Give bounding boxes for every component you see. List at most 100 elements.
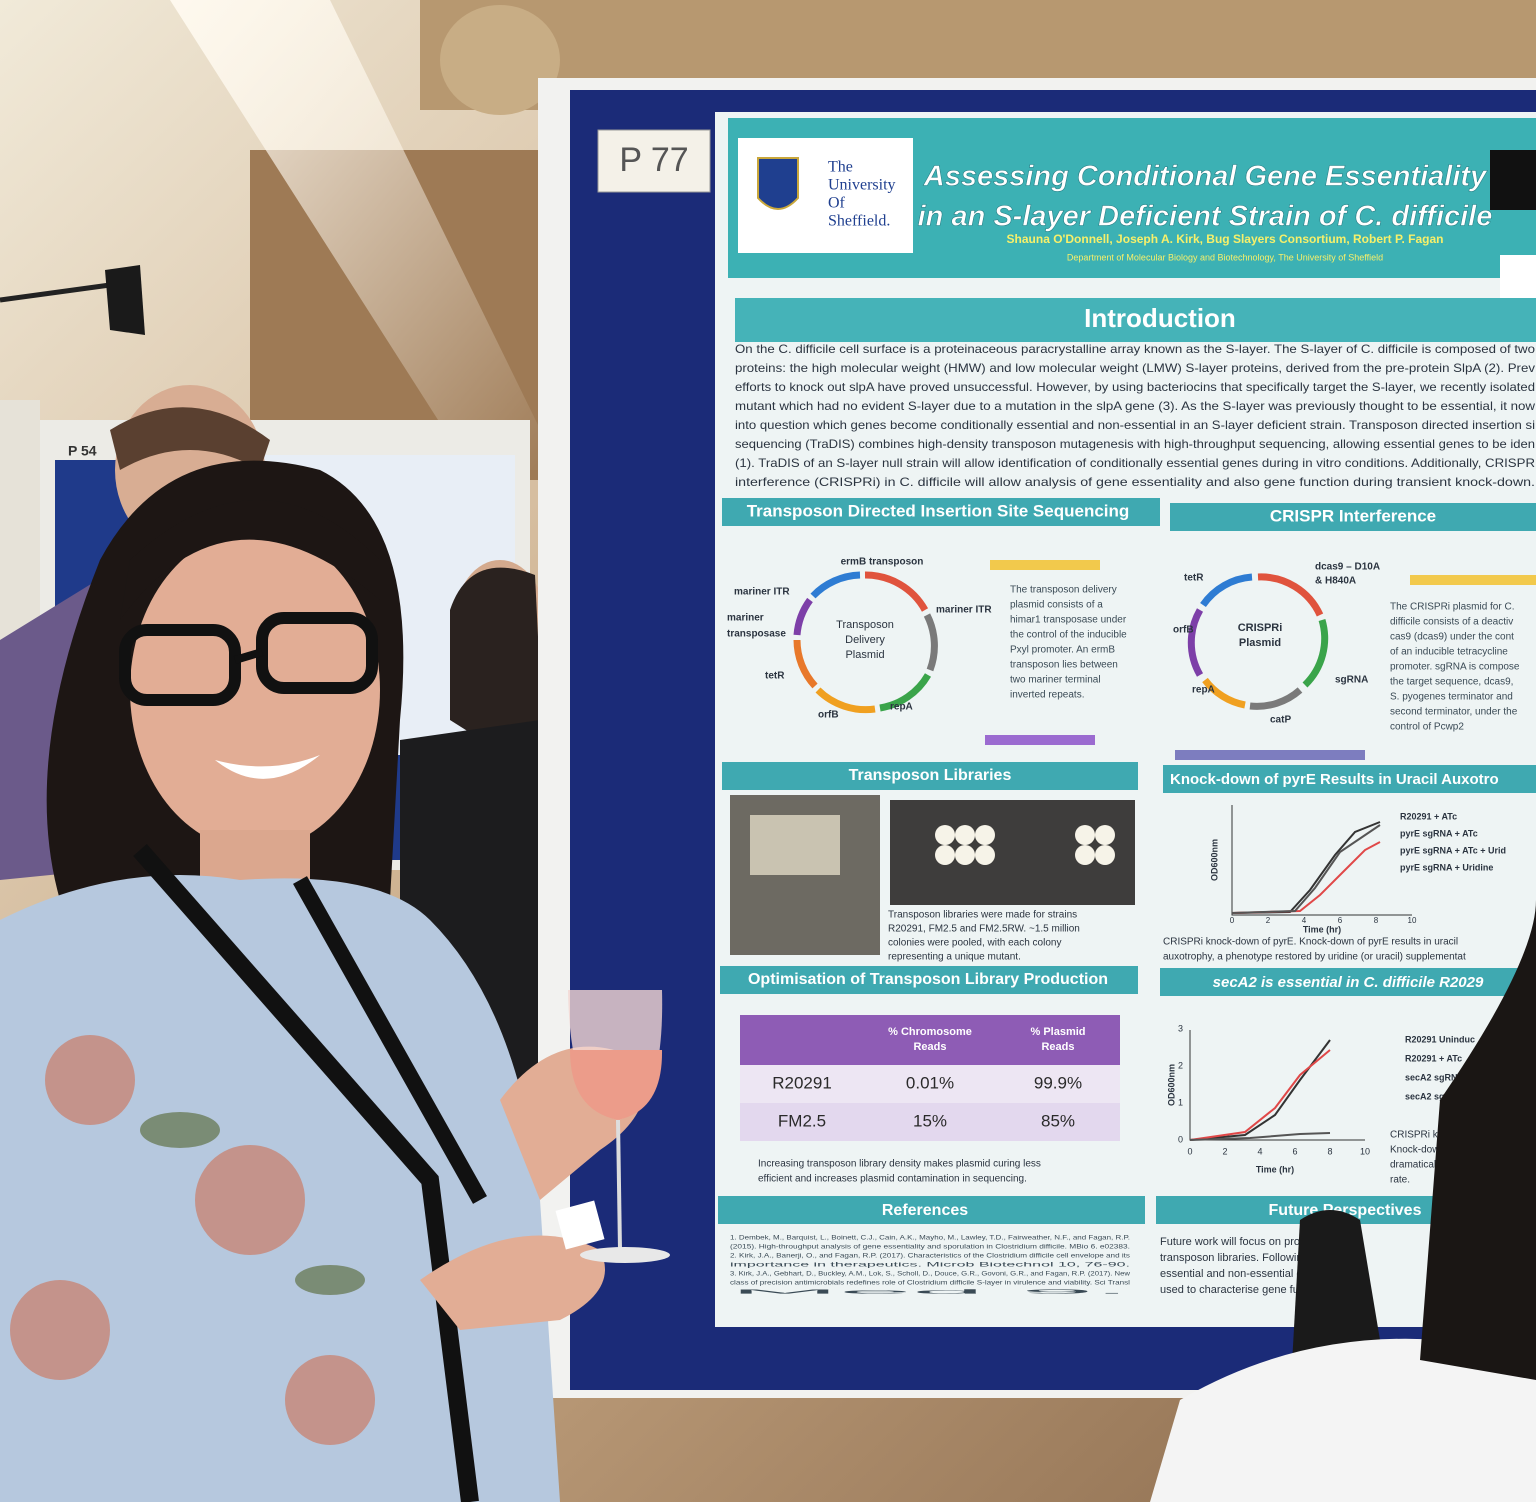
description-line: The CRISPRi plasmid for C.	[1390, 602, 1514, 613]
reference-line: (2015). High-throughput analysis of gene…	[730, 1245, 1130, 1251]
board-number: P 54	[68, 443, 97, 459]
description-line: the target sequence, dcas9,	[1390, 677, 1513, 688]
section-bar	[718, 1196, 1145, 1224]
axis-label: OD600nm	[1166, 1064, 1176, 1106]
lab-photo-detail	[750, 815, 840, 875]
table-cell: R20291	[772, 1073, 832, 1092]
university-name: The	[828, 159, 853, 176]
future-line: transposon libraries. Following	[1160, 1252, 1309, 1264]
description-line: of an inducible tetracycline	[1390, 647, 1508, 658]
future-line: Future work will focus on proce	[1160, 1236, 1312, 1248]
axis-label: Time (hr)	[1303, 924, 1341, 934]
gene-label: orfB	[818, 710, 839, 721]
legend-entry: R20291 + ATc	[1400, 811, 1457, 821]
plasmid-label: Transposon	[836, 619, 894, 631]
crispr-plasmid-map	[1187, 573, 1329, 710]
caption-line: rate.	[1390, 1175, 1410, 1186]
gene-label: transposase	[727, 629, 786, 640]
table-cell: 15%	[913, 1111, 947, 1130]
ornament	[440, 5, 560, 115]
plate-lights	[935, 825, 1115, 865]
description-line: second terminator, under the	[1390, 707, 1518, 718]
poster-title: in an S-layer Deficient Strain of C. dif…	[918, 201, 1493, 233]
plasmid-label: Plasmid	[845, 649, 884, 661]
gene-label: orfB	[1173, 625, 1194, 636]
plasmid-label: Plasmid	[1239, 637, 1281, 649]
tick-label: 6	[1292, 1146, 1297, 1156]
poster-affiliation: Department of Molecular Biology and Biot…	[1067, 252, 1383, 262]
construct-diagram	[990, 560, 1100, 570]
intro-line: proteins: the high molecular weight (HMW…	[735, 361, 1535, 375]
section-heading: CRISPR Interference	[1270, 506, 1436, 525]
table-column-header: % Plasmid Reads	[1030, 1026, 1085, 1053]
tick-label: 0	[1230, 916, 1235, 925]
tick-label: 8	[1327, 1146, 1332, 1156]
foreground-person	[1150, 900, 1536, 1502]
tick-label: 2	[1178, 1060, 1183, 1070]
partner-logo	[1490, 150, 1536, 210]
section-heading: Knock-down of pyrE Results in Uracil Aux…	[1170, 771, 1499, 788]
plasmid-label: CRISPRi	[1238, 622, 1283, 634]
description-line: The transposon delivery	[1010, 585, 1117, 596]
description-line: difficile consists of a deactiv	[1390, 617, 1513, 628]
tick-label: 3	[1178, 1023, 1183, 1033]
table-header	[740, 1015, 1120, 1065]
board-number-card	[597, 129, 711, 193]
university-name: University	[828, 177, 896, 194]
caption-line: R20291, FM2.5 and FM2.5RW. ~1.5 million	[888, 924, 1080, 935]
tick-label: 4	[1302, 916, 1307, 925]
gene-label: catP	[1270, 715, 1291, 726]
man-hair	[110, 407, 270, 470]
future-line: used to characterise gene func	[1160, 1284, 1311, 1296]
reference-line: importance in therapeutics. Microb Biote…	[730, 1263, 1131, 1269]
gene-label: ermB transposon	[841, 557, 924, 568]
gene-label: mariner	[727, 613, 764, 624]
university-name: Of	[828, 195, 846, 212]
caption-line: colonies were pooled, with each colony	[888, 938, 1061, 949]
section-bar	[1163, 765, 1536, 793]
future-line: essential and non-essential gen	[1160, 1268, 1315, 1280]
axis-label: Time (hr)	[1256, 1164, 1294, 1174]
description-line: promoter. sgRNA is compose	[1390, 662, 1520, 673]
section-heading: Transposon Directed Insertion Site Seque…	[747, 501, 1130, 520]
legend-entry: pyrE sgRNA + ATc	[1400, 828, 1478, 838]
section-bar	[735, 298, 1536, 342]
poster-authors: Shauna O'Donnell, Joseph A. Kirk, Bug Sl…	[1007, 232, 1444, 246]
university-crest	[757, 157, 799, 210]
description-line: cas9 (dcas9) under the cont	[1390, 632, 1514, 643]
spotlight	[105, 265, 145, 335]
legend-entry: secA2 sgRNA	[1405, 1091, 1465, 1101]
caption-line: Knock-down o	[1390, 1145, 1454, 1156]
axis-label: OD600nm	[1209, 839, 1219, 881]
table-cell: 99.9%	[1034, 1073, 1082, 1092]
section-heading: Optimisation of Transposon Library Produ…	[748, 971, 1108, 988]
light-beam	[170, 0, 560, 470]
intro-line: sequencing (TraDIS) combines high-densit…	[735, 437, 1535, 451]
description-line: transposon lies between	[1010, 660, 1118, 671]
tick-label: 0	[1187, 1146, 1192, 1156]
caption-line: dramatically	[1390, 1160, 1443, 1171]
knockdown-graph	[1231, 805, 1412, 916]
intro-line: interference (CRISPRi) in C. difficile w…	[735, 475, 1535, 489]
legend-entry: pyrE sgRNA + ATc + Urid	[1400, 845, 1506, 855]
section-bar	[1170, 503, 1536, 531]
description-line: the control of the inducible	[1010, 630, 1127, 641]
gene-label: mariner ITR	[936, 605, 992, 616]
intro-line: (1). TraDIS of an S-layer null strain wi…	[735, 456, 1535, 470]
section-bar	[1160, 968, 1536, 996]
gene-label: sgRNA	[1335, 675, 1368, 686]
intro-line: mutant which had no evident S-layer due …	[735, 399, 1535, 413]
section-bar	[722, 762, 1138, 790]
section-heading: Future Perspectives	[1269, 1202, 1422, 1219]
legend-entry: secA2 sgRNA	[1405, 1072, 1465, 1082]
tick-label: 1	[1178, 1097, 1183, 1107]
table-row	[740, 1065, 1120, 1103]
plasmid-label: Delivery	[845, 634, 885, 646]
legend-entry: pyrE sgRNA + Uridine	[1400, 862, 1493, 872]
description-line: two mariner terminal	[1010, 675, 1101, 686]
tick-label: 0	[1178, 1134, 1183, 1144]
gene-label: mariner ITR	[734, 587, 790, 598]
tick-label: 8	[1374, 916, 1379, 925]
